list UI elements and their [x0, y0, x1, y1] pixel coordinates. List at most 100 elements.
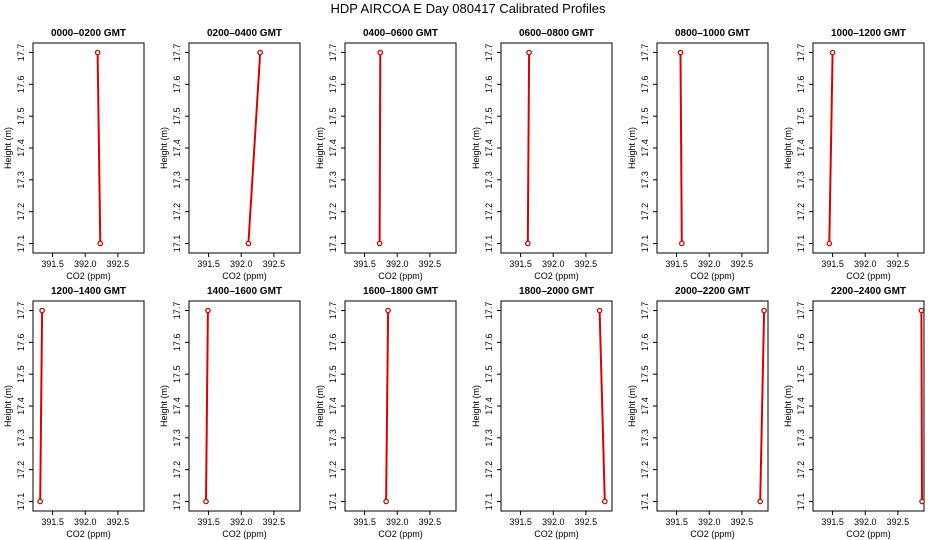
y-tick-label: 17.3	[328, 429, 338, 447]
profile-line	[920, 310, 923, 502]
data-point	[757, 498, 764, 505]
y-tick-label: 17.4	[796, 397, 806, 415]
data-point	[761, 307, 767, 314]
y-tick-label: 17.6	[640, 76, 650, 94]
y-tick-label: 17.4	[16, 139, 26, 157]
profile-line	[247, 52, 262, 244]
profile-panel: 0800–1000 GMT 391.5 392.0 392.5 17.1 17.2 17.3…	[627, 28, 769, 281]
data-point	[205, 307, 211, 314]
y-tick-label: 17.2	[796, 461, 806, 479]
profile-line	[205, 310, 209, 502]
x-tick-label: 392.0	[74, 259, 97, 269]
y-tick-label: 17.4	[640, 139, 650, 157]
y-tick-label: 17.5	[16, 365, 26, 383]
y-tick-label: 17.2	[796, 203, 806, 221]
profile-panel: 1200–1400 GMT 391.5 392.0 392.5 17.1 17.2 17.3…	[3, 286, 145, 539]
x-tick-label: 392.5	[887, 259, 910, 269]
panel-title: 0800–1000 GMT	[675, 28, 750, 39]
y-tick-label: 17.1	[796, 493, 806, 511]
x-axis-label: CO2 (ppm)	[534, 529, 579, 539]
page-title: HDP AIRCOA E Day 080417 Calibrated Profi…	[330, 1, 606, 16]
y-axis-label: Height (m)	[783, 127, 793, 169]
profile-line	[679, 52, 683, 244]
data-point	[203, 498, 209, 505]
x-tick-label: 392.5	[575, 517, 598, 527]
y-tick-label: 17.7	[484, 44, 494, 62]
y-tick-label: 17.2	[16, 203, 26, 221]
y-tick-label: 17.3	[328, 171, 338, 189]
y-tick-label: 17.6	[640, 334, 650, 352]
profile-line	[598, 310, 606, 502]
x-tick-label: 392.5	[575, 259, 598, 269]
y-tick-label: 17.4	[796, 139, 806, 157]
x-tick-label: 392.0	[698, 259, 721, 269]
y-tick-label: 17.3	[16, 171, 26, 189]
panel-title: 1800–2000 GMT	[519, 286, 594, 297]
x-axis-label: CO2 (ppm)	[690, 271, 735, 281]
y-axis-label: Height (m)	[315, 127, 325, 169]
profile-line	[385, 310, 390, 502]
y-tick-label: 17.3	[172, 171, 182, 189]
y-tick-label: 17.4	[172, 397, 182, 415]
y-tick-label: 17.4	[328, 139, 338, 157]
x-tick-label: 391.5	[821, 517, 844, 527]
profile-panel: 2200–2400 GMT 391.5 392.0 392.5 17.1 17.2 17.3…	[783, 286, 925, 539]
x-tick-label: 392.5	[107, 517, 130, 527]
panel-title: 0400–0600 GMT	[363, 28, 438, 39]
profile-panel: 1400–1600 GMT 391.5 392.0 392.5 17.1 17.2 17.3…	[159, 286, 301, 539]
y-tick-label: 17.6	[328, 334, 338, 352]
x-tick-label: 391.5	[41, 259, 64, 269]
x-tick-label: 391.5	[353, 517, 376, 527]
x-axis-label: CO2 (ppm)	[690, 529, 735, 539]
x-tick-label: 392.0	[698, 517, 721, 527]
x-tick-label: 391.5	[665, 259, 688, 269]
y-tick-label: 17.3	[640, 171, 650, 189]
y-tick-label: 17.6	[484, 76, 494, 94]
y-tick-label: 17.4	[484, 139, 494, 157]
y-tick-label: 17.5	[16, 107, 26, 125]
y-tick-label: 17.1	[484, 493, 494, 511]
y-tick-label: 17.3	[796, 429, 806, 447]
y-tick-label: 17.5	[484, 107, 494, 125]
x-tick-label: 391.5	[197, 517, 220, 527]
x-tick-label: 392.0	[386, 259, 409, 269]
x-axis-label: CO2 (ppm)	[222, 529, 267, 539]
panel-title: 1400–1600 GMT	[207, 286, 282, 297]
x-axis-label: CO2 (ppm)	[222, 271, 267, 281]
y-axis-label: Height (m)	[159, 127, 169, 169]
x-tick-label: 392.0	[542, 517, 565, 527]
data-point	[94, 49, 101, 56]
plot-frame	[188, 42, 301, 254]
y-tick-label: 17.7	[796, 44, 806, 62]
y-axis-label: Height (m)	[3, 385, 13, 427]
plot-frame	[812, 300, 925, 512]
y-axis-label: Height (m)	[315, 385, 325, 427]
y-axis-label: Height (m)	[471, 127, 481, 169]
profile-line	[39, 310, 44, 502]
profile-panel: 0000–0200 GMT 391.5 392.0 392.5 17.1 17.2 17.3…	[3, 28, 145, 281]
y-tick-label: 17.2	[16, 461, 26, 479]
y-tick-label: 17.1	[16, 235, 26, 253]
x-tick-label: 392.0	[230, 517, 253, 527]
profile-panel: 2000–2200 GMT 391.5 392.0 392.5 17.1 17.2 17.3…	[627, 286, 769, 539]
plot-frame	[656, 300, 769, 512]
plot-frame	[500, 300, 613, 512]
data-point	[377, 49, 384, 56]
profile-panel: 0200–0400 GMT 391.5 392.0 392.5 17.1 17.2 17.3…	[159, 28, 301, 281]
data-point	[37, 498, 44, 505]
panel-title: 1600–1800 GMT	[363, 286, 438, 297]
y-tick-label: 17.5	[172, 107, 182, 125]
data-point	[376, 240, 383, 247]
profile-panel: 1800–2000 GMT 391.5 392.0 392.5 17.1 17.2 17.3…	[471, 286, 613, 539]
x-tick-label: 392.5	[731, 517, 754, 527]
y-tick-label: 17.4	[172, 139, 182, 157]
y-tick-label: 17.7	[16, 302, 26, 320]
y-tick-label: 17.1	[16, 493, 26, 511]
y-tick-label: 17.1	[172, 493, 182, 511]
y-tick-label: 17.4	[16, 397, 26, 415]
x-tick-label: 391.5	[41, 517, 64, 527]
x-axis-label: CO2 (ppm)	[378, 529, 423, 539]
x-tick-label: 392.5	[731, 259, 754, 269]
plot-frame	[344, 300, 457, 512]
y-tick-label: 17.6	[328, 76, 338, 94]
